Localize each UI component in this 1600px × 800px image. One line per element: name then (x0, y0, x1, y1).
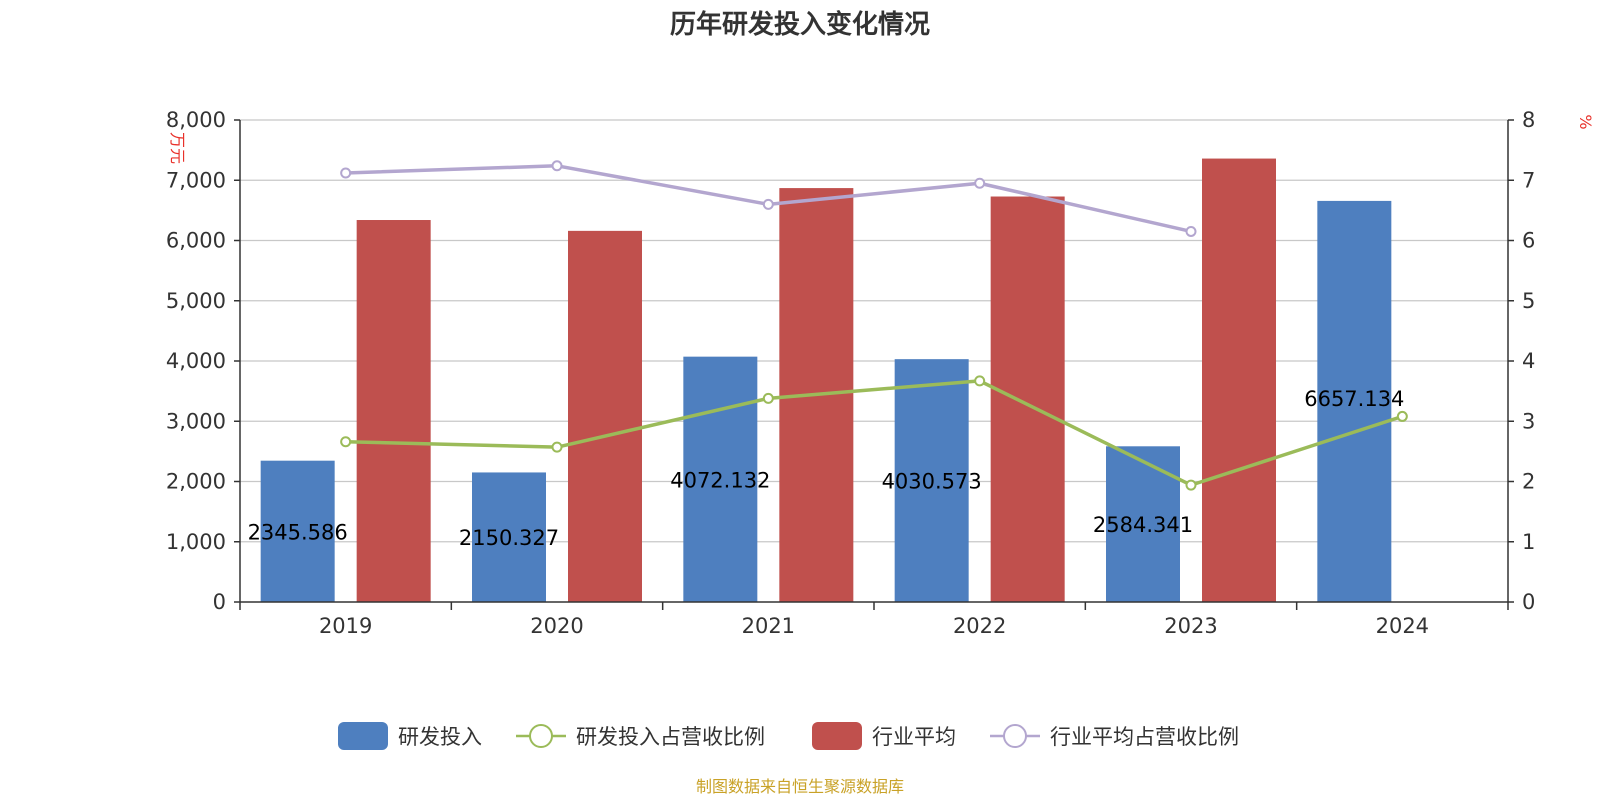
legend: 研发投入 研发投入占营收比例 行业平均 行业平均占营收比例 (338, 722, 1239, 750)
line-point (551, 441, 563, 453)
right-tick-label: 4 (1522, 349, 1535, 373)
bar-data-label: 2345.586 (248, 520, 348, 544)
left-tick-label: 4,000 (166, 349, 226, 373)
legend-label: 研发投入占营收比例 (576, 725, 765, 749)
right-tick-label: 1 (1522, 530, 1535, 554)
left-tick-label: 5,000 (166, 289, 226, 313)
bar-研发投入 (894, 359, 969, 602)
line-point (340, 436, 352, 448)
x-tick-label: 2019 (319, 614, 372, 638)
line-point (762, 392, 774, 404)
line-point (340, 167, 352, 179)
bars (260, 158, 1392, 603)
left-tick-label: 8,000 (166, 108, 226, 132)
line-point (1185, 225, 1197, 237)
left-tick-label: 6,000 (166, 229, 226, 253)
chart-title: 历年研发投入变化情况 (670, 9, 930, 40)
lines (340, 160, 1408, 491)
line-point (974, 177, 986, 189)
right-tick-label: 3 (1522, 409, 1535, 433)
line-point (551, 160, 563, 172)
legend-marker (1003, 724, 1027, 748)
bar-data-label: 2584.341 (1093, 513, 1193, 537)
left-tick-label: 2,000 (166, 470, 226, 494)
x-tick-label: 2020 (530, 614, 583, 638)
data-labels: 2345.586 2150.327 4072.132 4030.573 2584.341… (248, 387, 1405, 550)
x-tick-label: 2024 (1376, 614, 1429, 638)
right-tick-label: 7 (1522, 168, 1535, 192)
bar-研发投入 (683, 356, 758, 602)
axes: 0 1,000 2,000 3,000 4,000 5,000 6,000 7,000 8,00… (166, 108, 1536, 638)
left-axis-unit: 万元 (168, 132, 187, 164)
left-tick-label: 3,000 (166, 409, 226, 433)
bar-研发投入 (1317, 200, 1392, 603)
line-point (1396, 410, 1408, 422)
line-point (762, 198, 774, 210)
right-tick-label: 8 (1522, 108, 1535, 132)
bar-行业平均 (568, 230, 642, 603)
legend-bar-swatch (338, 722, 388, 750)
grid (240, 119, 1508, 543)
bar-研发投入 (260, 460, 335, 602)
legend-marker (529, 724, 553, 748)
line-point (974, 375, 986, 387)
bar-data-label: 2150.327 (459, 526, 559, 550)
legend-bar-swatch (812, 722, 862, 750)
legend-label: 研发投入 (398, 725, 482, 749)
left-tick-label: 7,000 (166, 168, 226, 192)
bar-行业平均 (1202, 158, 1276, 602)
left-tick-label: 1,000 (166, 530, 226, 554)
bar-行业平均 (356, 220, 431, 602)
bar-data-label: 4072.132 (670, 468, 770, 492)
right-axis-unit: % (1576, 114, 1595, 129)
line-point (1185, 479, 1197, 491)
x-tick-label: 2021 (742, 614, 795, 638)
x-tick-label: 2022 (953, 614, 1006, 638)
bar-data-label: 6657.134 (1304, 387, 1404, 411)
right-tick-label: 5 (1522, 289, 1535, 313)
left-tick-label: 0 (213, 590, 226, 614)
right-tick-label: 0 (1522, 590, 1535, 614)
bar-data-label: 4030.573 (882, 470, 982, 494)
right-tick-label: 2 (1522, 470, 1535, 494)
x-tick-label: 2023 (1164, 614, 1217, 638)
source-note: 制图数据来自恒生聚源数据库 (696, 777, 904, 796)
bar-研发投入 (472, 472, 546, 602)
legend-label: 行业平均 (872, 725, 956, 749)
legend-label: 行业平均占营收比例 (1050, 725, 1239, 749)
right-tick-label: 6 (1522, 229, 1535, 253)
bar-行业平均 (990, 196, 1065, 602)
line-研发投入占营收比例 (345, 379, 1403, 487)
